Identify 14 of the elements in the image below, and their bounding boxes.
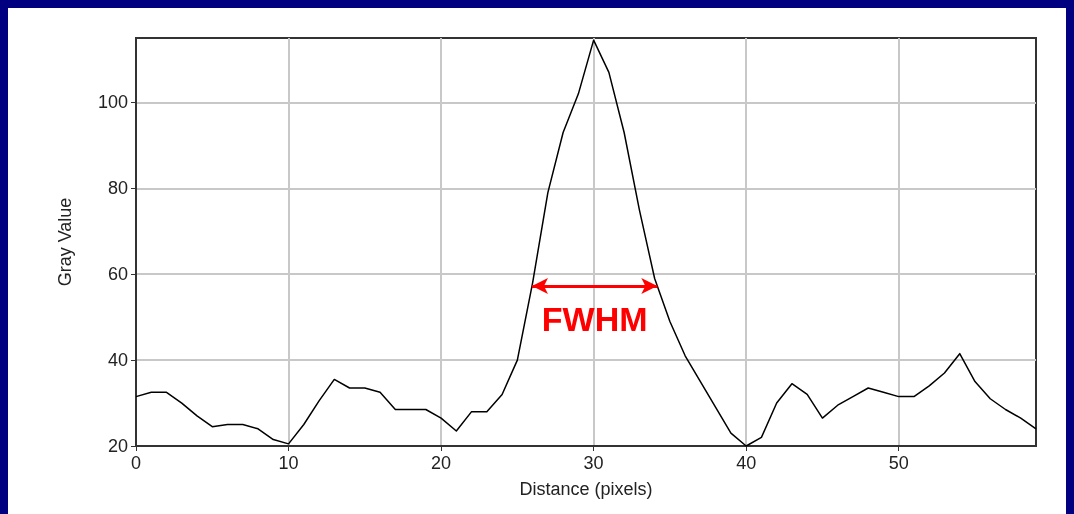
x-tick-label: 0 — [130, 453, 142, 473]
x-axis-title: Distance (pixels) — [519, 479, 653, 499]
annotation: FWHM — [541, 300, 648, 339]
y-axis-title: Gray Value — [55, 197, 75, 287]
x-tick-label: 10 — [278, 453, 299, 473]
y-tick-label: 80 — [107, 178, 128, 199]
y-tick-label: 20 — [107, 436, 128, 456]
x-tick-label: 30 — [583, 453, 604, 473]
x-tick-label: 20 — [431, 453, 452, 473]
y-tick-label: 40 — [107, 350, 128, 371]
x-tick-label: 40 — [736, 453, 757, 473]
y-tick-label: 60 — [107, 264, 128, 285]
x-tick-label: 50 — [888, 453, 909, 473]
y-tick-label: 100 — [97, 92, 128, 113]
